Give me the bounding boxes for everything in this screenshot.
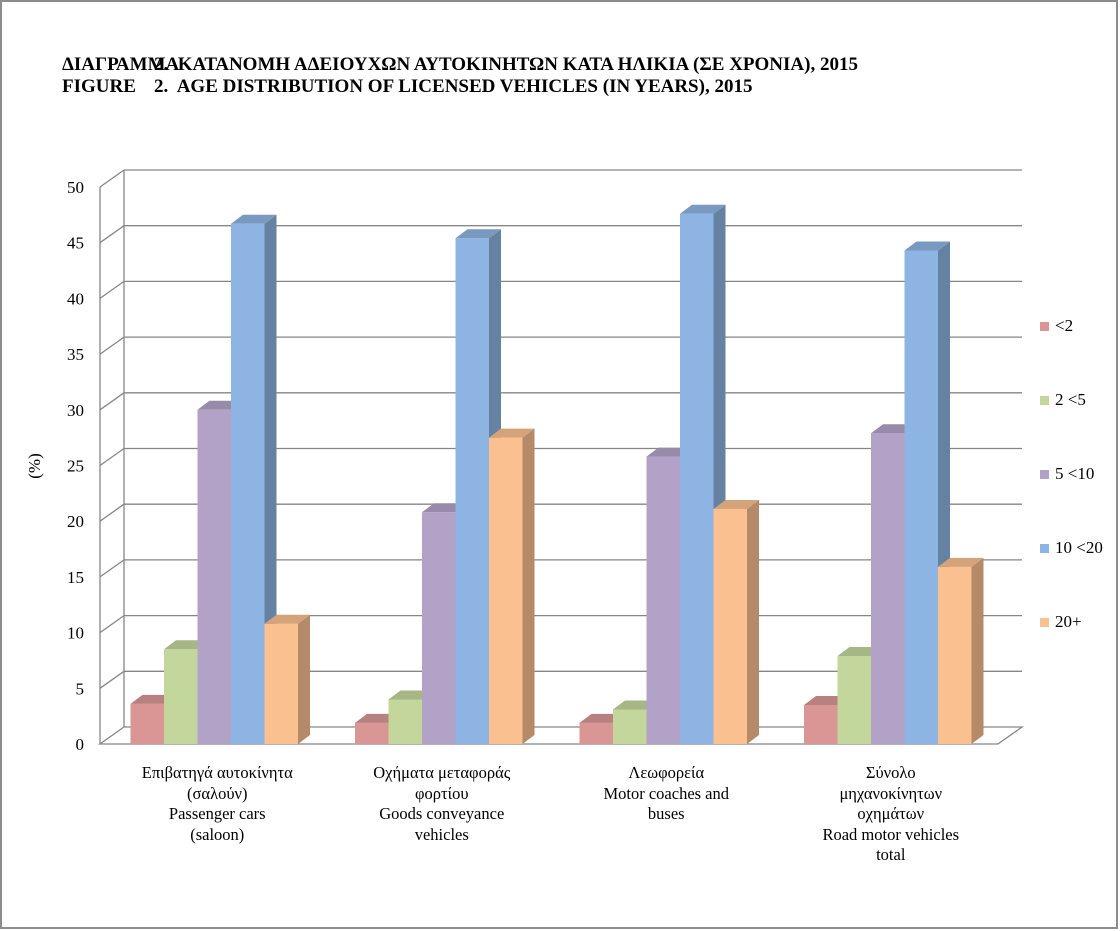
gridline-depth xyxy=(99,392,125,411)
bar-4-0 xyxy=(264,623,298,744)
legend-item: 2 <5 xyxy=(1040,390,1086,410)
bar-top-3-1 xyxy=(455,229,501,239)
bar-3-3 xyxy=(904,250,938,745)
x-category-label-line: οχημάτων xyxy=(857,804,925,823)
title-prefix-greek: ΔΙΑΓΡΑΜΜΑ xyxy=(62,54,180,75)
chart-title-greek: ΔΙΑΓΡΑΜΜΑ2. ΚΑΤΑΝΟΜΗ ΑΔΕΙΟΥΧΩΝ ΑΥΤΟΚΙΝΗΤ… xyxy=(62,54,858,76)
bar-side-4-3 xyxy=(971,557,984,744)
bar-1-1 xyxy=(388,699,422,744)
bar-side-4-0 xyxy=(298,614,310,744)
gridline-depth xyxy=(99,503,125,522)
legend-swatch xyxy=(1040,617,1049,627)
y-tick-label: 25 xyxy=(67,457,84,476)
bar-4-2 xyxy=(713,508,747,744)
gridline-depth xyxy=(99,280,125,299)
y-tick-label: 0 xyxy=(76,735,85,754)
chart-title-english: FIGURE 2. AGE DISTRIBUTION OF LICENSED VE… xyxy=(62,76,752,98)
x-category-label-line: φορτίου xyxy=(415,783,469,803)
gridline-depth xyxy=(99,169,125,188)
x-category-label-line: total xyxy=(876,845,906,864)
bar-1-0 xyxy=(164,649,198,744)
legend-swatch xyxy=(1040,543,1049,553)
bar-side-4-2 xyxy=(747,499,759,744)
x-category-label-line: vehicles xyxy=(414,824,469,844)
legend-label: 5 <10 xyxy=(1055,464,1095,483)
y-tick-label: 45 xyxy=(67,234,84,253)
x-category-label-line: Σύνολο xyxy=(865,763,916,782)
x-category-label-line: Goods conveyance xyxy=(379,804,505,823)
bar-top-4-2 xyxy=(713,499,759,509)
bar-side-4-1 xyxy=(522,428,535,744)
legend-label: 10 <20 xyxy=(1055,538,1103,557)
legend-swatch xyxy=(1040,469,1049,479)
x-category-label-line: Επιβατηγά αυτοκίνητα xyxy=(141,763,293,782)
bar-0-3 xyxy=(804,705,838,744)
gridline-depth xyxy=(99,559,125,578)
bar-top-3-0 xyxy=(231,214,277,224)
x-category-label-line: Motor coaches and xyxy=(603,783,730,803)
gridline-depth xyxy=(99,615,125,634)
gridline-depth xyxy=(99,336,125,355)
bar-2-2 xyxy=(646,456,680,744)
legend-item: 5 <10 xyxy=(1040,464,1094,484)
x-category-label-line: Road motor vehicles xyxy=(822,824,960,844)
bar-top-4-3 xyxy=(938,557,984,567)
bar-top-3-2 xyxy=(680,204,726,214)
bar-top-4-1 xyxy=(489,428,535,438)
bar-0-1 xyxy=(355,722,389,744)
legend-item: 10 <20 xyxy=(1040,538,1103,558)
bar-3-2 xyxy=(680,213,714,745)
bar-top-3-3 xyxy=(904,241,950,251)
y-axis-label: (%) xyxy=(25,453,44,478)
y-tick-label: 50 xyxy=(67,178,84,197)
gridline-depth xyxy=(99,670,125,689)
bar-1-3 xyxy=(837,655,871,744)
legend-swatch xyxy=(1040,395,1049,405)
title-text-greek: 2. ΚΑΤΑΝΟΜΗ ΑΔΕΙΟΥΧΩΝ ΑΥΤΟΚΙΝΗΤΩΝ ΚΑΤΑ Η… xyxy=(154,54,858,75)
legend-item: <2 xyxy=(1040,316,1073,336)
x-category-label-line: Passenger cars xyxy=(168,804,266,823)
bar-0-0 xyxy=(130,703,164,744)
bar-4-3 xyxy=(938,566,972,744)
x-category-label: Σύνολο μηχανοκίνητων οχημάτων Road motor ve… xyxy=(771,763,1011,866)
gridline-depth xyxy=(99,447,125,467)
y-tick-label: 10 xyxy=(67,624,84,643)
title-text-english: 2. AGE DISTRIBUTION OF LICENSED VEHICLES… xyxy=(154,76,753,97)
legend-label: 20+ xyxy=(1055,612,1082,631)
x-category-label-line: (saloon) xyxy=(190,824,245,844)
x-category-label-line: Οχήματα μεταφοράς xyxy=(373,763,511,782)
x-category-label-line: μηχανοκίνητων xyxy=(839,783,943,803)
y-tick-label: 35 xyxy=(67,345,84,364)
y-tick-label: 40 xyxy=(67,289,84,308)
bar-2-3 xyxy=(871,433,905,744)
legend-swatch xyxy=(1040,321,1049,331)
bar-1-2 xyxy=(613,709,647,744)
title-prefix-english: FIGURE xyxy=(62,76,136,97)
legend-item: 20+ xyxy=(1040,612,1082,632)
legend-label: <2 xyxy=(1055,316,1074,335)
x-category-label: Επιβατηγά αυτοκίνητα (σαλούν) Passenger ca… xyxy=(97,763,337,845)
bar-3-1 xyxy=(455,238,489,744)
y-tick-label: 30 xyxy=(67,401,84,420)
x-category-label: Λεωφορεία Motor coaches and buses xyxy=(546,763,786,825)
bar-4-1 xyxy=(489,437,523,744)
x-category-label-line: buses xyxy=(647,804,685,823)
x-category-label: Οχήματα μεταφοράς φορτίου Goods conveyance… xyxy=(322,763,562,845)
bar-2-1 xyxy=(422,512,456,744)
bar-2-0 xyxy=(197,409,231,744)
x-category-label-line: Λεωφορεία xyxy=(628,763,705,782)
bar-0-2 xyxy=(579,722,613,744)
gridline-depth xyxy=(99,225,125,244)
legend-label: 2 <5 xyxy=(1055,390,1086,409)
y-tick-label: 20 xyxy=(67,512,84,531)
bar-top-4-0 xyxy=(264,614,310,624)
x-category-label-line: (σαλούν) xyxy=(187,783,248,803)
bar-side-3-0 xyxy=(264,214,277,745)
y-tick-label: 15 xyxy=(67,568,84,587)
y-tick-label: 5 xyxy=(76,679,85,698)
bar-3-0 xyxy=(231,223,265,745)
